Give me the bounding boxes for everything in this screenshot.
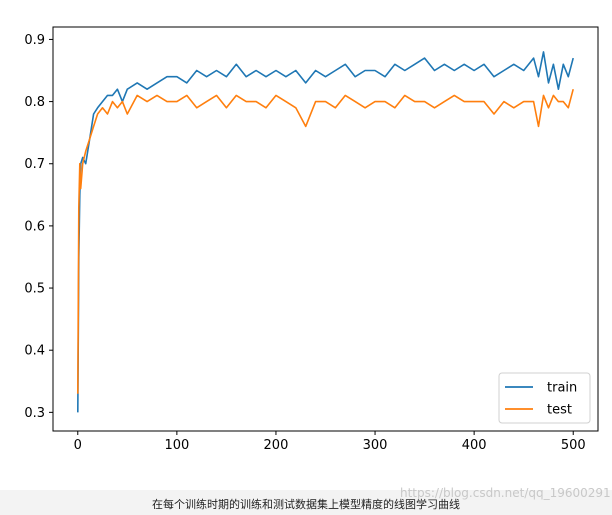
legend-box <box>498 372 591 424</box>
watermark: https://blog.csdn.net/qq_19600291 <box>400 486 611 500</box>
y-tick-label: 0.9 <box>24 33 45 48</box>
caption-bar <box>0 490 612 515</box>
y-tick-label: 0.5 <box>24 282 45 297</box>
x-tick-label: 400 <box>462 438 487 453</box>
x-tick-label: 100 <box>164 438 189 453</box>
y-tick-label: 0.6 <box>24 219 45 234</box>
y-tick-label: 0.3 <box>24 406 45 421</box>
axes-frame <box>52 26 599 432</box>
series-line-test <box>77 88 574 394</box>
legend-label-train: train <box>547 381 577 396</box>
line-chart: 0 100 200 300 400 500 0.3 0.4 0.5 0.6 0.7 0.8 0.9 tra… <box>24 26 599 453</box>
series-line-train <box>77 51 574 413</box>
x-tick-label: 0 <box>74 438 82 453</box>
y-tick-label: 0.8 <box>24 95 45 110</box>
y-tick-label: 0.7 <box>24 157 45 172</box>
x-tick-label: 200 <box>264 438 289 453</box>
legend-label-test: test <box>547 403 572 418</box>
y-tick-label: 0.4 <box>24 344 45 359</box>
x-tick-label: 500 <box>561 438 586 453</box>
x-tick-label: 300 <box>363 438 388 453</box>
figure-caption: 在每个训练时期的训练和测试数据集上模型精度的线图学习曲线 <box>152 498 460 511</box>
